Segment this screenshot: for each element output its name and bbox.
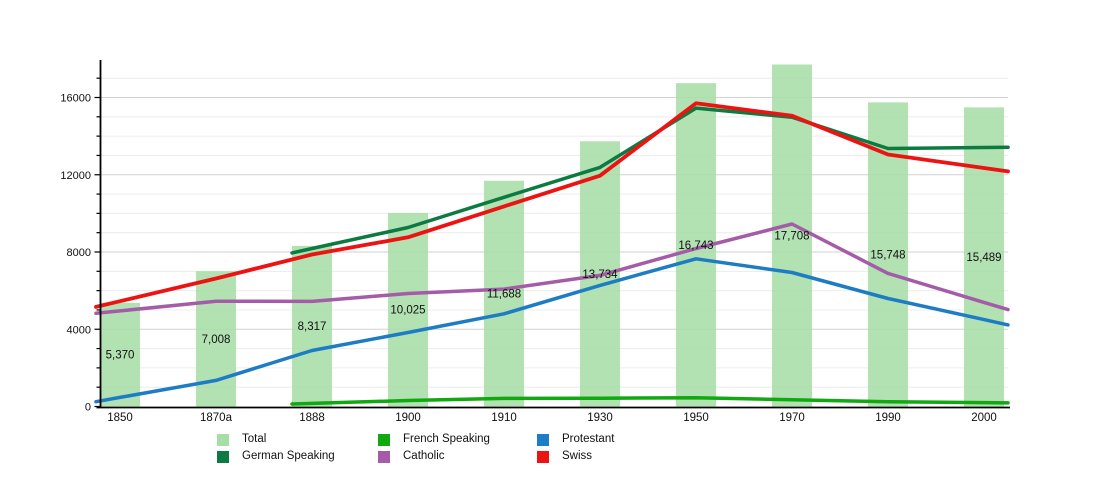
- bar-value-label: 13,734: [582, 269, 618, 281]
- bar-value-label: 15,489: [966, 252, 1001, 264]
- legend-label-protestant: Protestant: [562, 433, 615, 445]
- legend-column-3: Protestant Swiss: [537, 431, 614, 465]
- x-tick-label-1970: 1970: [779, 412, 805, 424]
- bar-value-label: 7,008: [202, 334, 231, 346]
- bar-value-label: 16,743: [678, 240, 713, 252]
- y-tick-label: 12000: [60, 170, 91, 182]
- chart-legend: Total German Speaking French Speaking Catho…: [217, 431, 937, 471]
- legend-column-2: French Speaking Catholic: [378, 431, 490, 465]
- line-swiss: [94, 101, 1010, 309]
- legend-item-total: Total: [217, 431, 335, 448]
- bar-value-labels: 5,370 7,008 8,317 10,025 11,688 13,734 16,743 1…: [106, 231, 1002, 362]
- legend-item-protestant: Protestant: [537, 431, 614, 448]
- line-french-speaking: [290, 396, 1010, 406]
- legend-item-swiss: Swiss: [537, 448, 614, 465]
- x-tick-label-2000: 2000: [971, 412, 997, 424]
- y-tick-label: 16000: [60, 93, 91, 105]
- legend-swatch-french-speaking: [378, 433, 390, 446]
- legend-label-french-speaking: French Speaking: [403, 433, 490, 445]
- axes: 0 4000 8000 12000 16000 1850 1870a 1888 1900 1910…: [60, 60, 1010, 424]
- x-tick-label-1850: 1850: [107, 412, 133, 424]
- legend-label-total: Total: [242, 433, 267, 445]
- legend-swatch-swiss: [537, 450, 549, 463]
- legend-column-1: Total German Speaking: [217, 431, 335, 465]
- bar-value-label: 17,708: [774, 231, 809, 243]
- bar-value-label: 5,370: [106, 350, 135, 362]
- x-tick-label-1950: 1950: [683, 412, 709, 424]
- legend-label-catholic: Catholic: [403, 450, 445, 462]
- bar-value-label: 10,025: [390, 305, 425, 317]
- y-tick-label: 8000: [67, 247, 91, 259]
- bar-value-label: 8,317: [298, 321, 327, 333]
- line-protestant: [94, 257, 1010, 404]
- total-bar-2000: [964, 107, 1004, 407]
- legend-swatch-catholic: [378, 450, 390, 463]
- x-tick-label-1888: 1888: [299, 412, 325, 424]
- legend-label-german-speaking: German Speaking: [242, 450, 335, 462]
- legend-swatch-protestant: [537, 433, 549, 446]
- x-tick-label-1930: 1930: [587, 412, 613, 424]
- legend-label-swiss: Swiss: [562, 450, 593, 462]
- x-tick-label-1910: 1910: [491, 412, 517, 424]
- legend-swatch-total: [217, 433, 229, 446]
- x-tick-label-1870a: 1870a: [200, 412, 233, 424]
- y-tick-label: 0: [85, 402, 91, 414]
- legend-item-german-speaking: German Speaking: [217, 448, 335, 465]
- y-tick-label: 4000: [67, 324, 91, 336]
- x-tick-label-1990: 1990: [875, 412, 901, 424]
- line-series: [94, 101, 1010, 406]
- legend-item-french-speaking: French Speaking: [378, 431, 490, 448]
- bar-value-label: 11,688: [487, 289, 521, 301]
- x-tick-label-1900: 1900: [395, 412, 421, 424]
- bar-value-label: 15,748: [870, 249, 905, 261]
- legend-swatch-german-speaking: [217, 450, 229, 463]
- legend-item-catholic: Catholic: [378, 448, 490, 465]
- total-bar-1888: [292, 245, 332, 407]
- total-bars: [100, 64, 1004, 407]
- gridlines: [100, 77, 1008, 388]
- total-bar-1900: [388, 212, 428, 407]
- total-bar-1910: [484, 180, 524, 407]
- total-bar-1850: [100, 302, 140, 407]
- line-catholic: [94, 222, 1010, 316]
